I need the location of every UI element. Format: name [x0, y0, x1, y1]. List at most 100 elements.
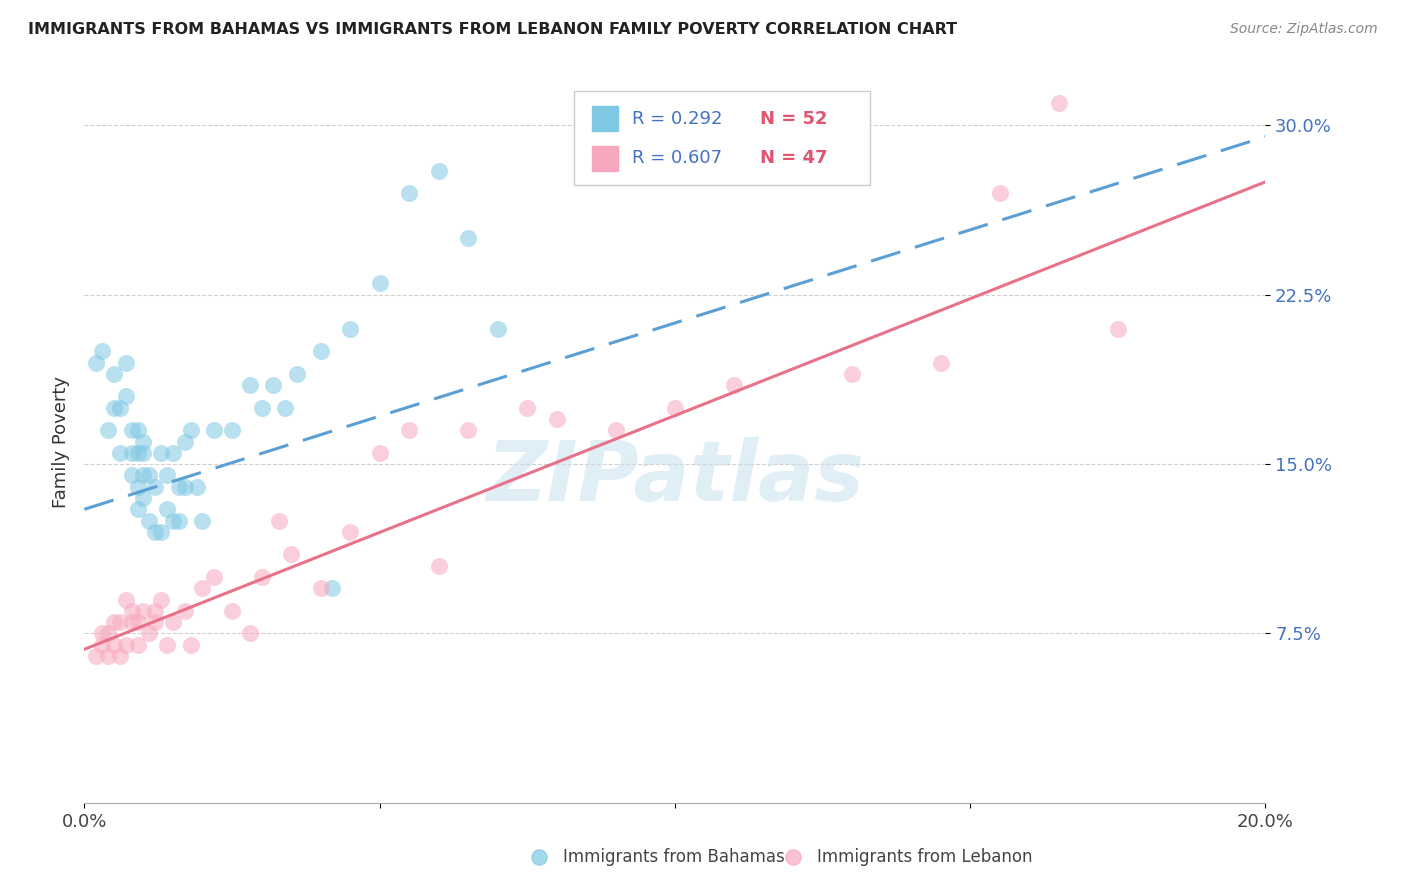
Point: [457, 231, 479, 245]
Point: [103, 367, 125, 381]
Text: Immigrants from Bahamas: Immigrants from Bahamas: [562, 848, 785, 866]
Point: [97, 626, 120, 640]
Point: [138, 626, 160, 640]
Point: [84, 648, 107, 663]
Point: [398, 186, 420, 201]
Point: [280, 548, 302, 562]
Text: R = 0.292: R = 0.292: [633, 110, 723, 128]
Point: [841, 367, 863, 381]
Point: [127, 502, 149, 516]
Point: [191, 514, 214, 528]
Point: [143, 480, 166, 494]
Text: ZIPatlas: ZIPatlas: [486, 437, 863, 518]
Point: [368, 446, 391, 460]
Point: [97, 648, 120, 663]
Point: [929, 355, 952, 369]
Point: [91, 344, 114, 359]
Point: [108, 446, 131, 460]
Point: [121, 615, 143, 630]
Point: [91, 626, 114, 640]
Point: [150, 592, 173, 607]
Point: [398, 423, 420, 437]
Point: [457, 423, 479, 437]
Point: [988, 186, 1011, 201]
Point: [132, 468, 155, 483]
Point: [427, 558, 450, 573]
Point: [143, 615, 166, 630]
Point: [127, 638, 149, 652]
Point: [180, 638, 202, 652]
Point: [173, 480, 195, 494]
Point: [339, 321, 361, 335]
Point: [143, 604, 166, 618]
Point: [321, 582, 343, 596]
Point: [150, 446, 173, 460]
Text: N = 52: N = 52: [759, 110, 827, 128]
Point: [191, 582, 214, 596]
Point: [132, 491, 155, 505]
Point: [516, 401, 538, 415]
Point: [664, 401, 686, 415]
Point: [84, 355, 107, 369]
Text: R = 0.607: R = 0.607: [633, 149, 723, 168]
Point: [202, 423, 225, 437]
Point: [103, 615, 125, 630]
Point: [285, 367, 308, 381]
Point: [114, 592, 136, 607]
Point: [221, 423, 243, 437]
Y-axis label: Family Poverty: Family Poverty: [52, 376, 70, 508]
Text: Immigrants from Lebanon: Immigrants from Lebanon: [817, 848, 1032, 866]
Point: [605, 423, 627, 437]
Point: [108, 401, 131, 415]
Point: [309, 344, 332, 359]
Point: [173, 434, 195, 449]
Point: [138, 468, 160, 483]
Point: [427, 163, 450, 178]
Point: [121, 468, 143, 483]
Point: [186, 480, 208, 494]
Point: [108, 615, 131, 630]
Point: [150, 524, 173, 539]
Text: IMMIGRANTS FROM BAHAMAS VS IMMIGRANTS FROM LEBANON FAMILY POVERTY CORRELATION CH: IMMIGRANTS FROM BAHAMAS VS IMMIGRANTS FR…: [28, 22, 957, 37]
Point: [221, 604, 243, 618]
Point: [114, 389, 136, 403]
Point: [339, 524, 361, 539]
Point: [180, 423, 202, 437]
Point: [368, 277, 391, 291]
Bar: [592, 145, 619, 171]
Point: [156, 638, 179, 652]
Point: [162, 446, 184, 460]
Point: [269, 514, 291, 528]
Point: [103, 401, 125, 415]
Point: [546, 412, 568, 426]
Point: [156, 468, 179, 483]
Text: N = 47: N = 47: [759, 149, 827, 168]
Point: [1047, 95, 1070, 110]
Point: [250, 570, 273, 584]
Point: [114, 355, 136, 369]
Point: [132, 446, 155, 460]
Point: [162, 514, 184, 528]
Point: [309, 582, 332, 596]
Point: [108, 648, 131, 663]
Point: [486, 321, 509, 335]
Point: [156, 502, 179, 516]
Point: [132, 434, 155, 449]
Point: [167, 480, 190, 494]
Point: [127, 615, 149, 630]
Point: [103, 638, 125, 652]
Point: [143, 524, 166, 539]
Point: [250, 401, 273, 415]
Point: [138, 514, 160, 528]
Point: [162, 615, 184, 630]
Point: [173, 604, 195, 618]
Point: [239, 378, 262, 392]
Point: [121, 423, 143, 437]
Point: [1107, 321, 1129, 335]
Point: [127, 446, 149, 460]
Point: [91, 638, 114, 652]
Point: [121, 604, 143, 618]
Point: [114, 638, 136, 652]
Point: [127, 480, 149, 494]
Text: Source: ZipAtlas.com: Source: ZipAtlas.com: [1230, 22, 1378, 37]
